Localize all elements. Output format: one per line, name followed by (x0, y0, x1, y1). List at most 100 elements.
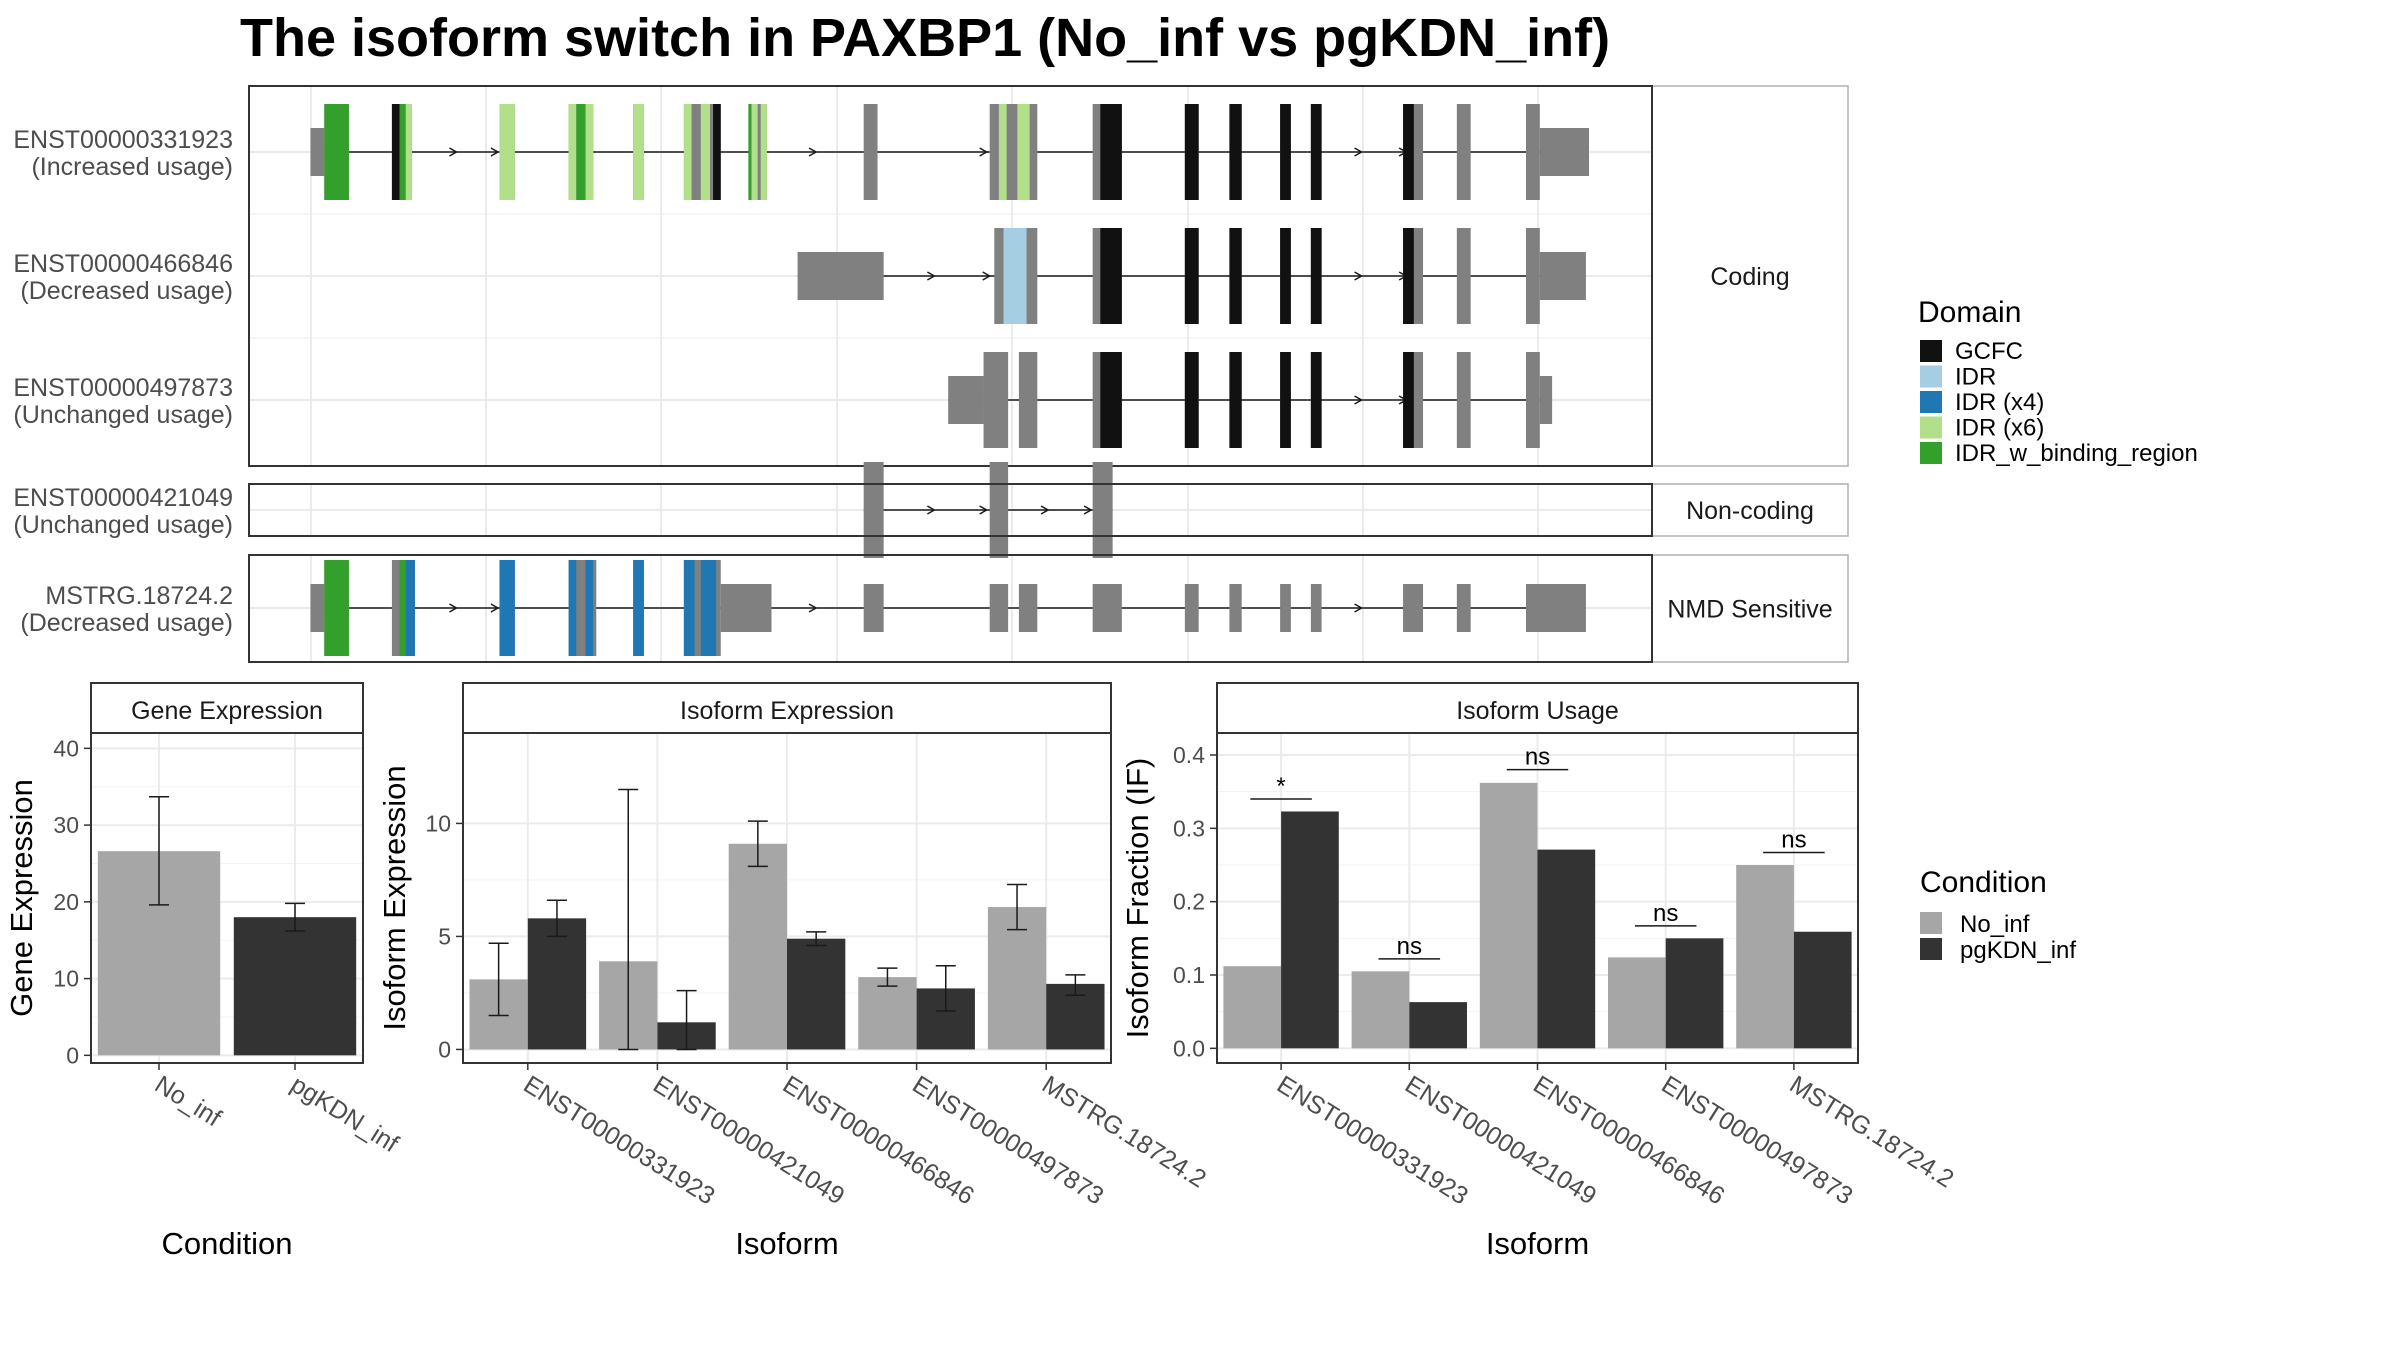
y-tick-label: 5 (438, 923, 451, 949)
utr-exon (720, 584, 772, 632)
transcript-id-label: ENST00000497873 (13, 374, 233, 402)
domain-idr-w-binding-region (324, 104, 349, 200)
y-tick-label: 0 (66, 1042, 79, 1068)
domain-gcfc (1280, 228, 1291, 324)
error-bar (488, 942, 509, 1017)
chart-title: Isoform Usage (1456, 697, 1619, 725)
significance-label: ns (1781, 827, 1806, 854)
direction-arrow (449, 603, 458, 613)
panel-border (248, 85, 1653, 467)
domain-idr-x4- (585, 560, 594, 656)
facet-strip-label: Non-coding (1686, 497, 1814, 525)
coding-exon (1456, 228, 1471, 324)
bar (1223, 966, 1282, 1049)
utr-exon (797, 252, 884, 300)
x-axis-label: Condition (162, 1226, 293, 1261)
direction-arrow (1083, 505, 1093, 515)
error-bar (1007, 883, 1028, 931)
domain-idr-x4- (700, 560, 717, 656)
facet-strip (90, 682, 364, 734)
direction-arrow (926, 271, 936, 281)
direction-arrow (490, 603, 500, 613)
facet-strip-label: Coding (1710, 263, 1789, 291)
y-tick-label: 30 (53, 812, 79, 838)
domain-gcfc (1184, 228, 1199, 324)
y-tick-label: 0.2 (1173, 889, 1205, 915)
transcript-id-label: ENST00000331923 (13, 126, 233, 154)
coding-exon (1092, 462, 1113, 558)
bar (1736, 865, 1794, 1049)
domain-gcfc (1100, 104, 1122, 200)
error-bar (618, 788, 639, 1051)
bar (527, 918, 587, 1050)
bar (858, 977, 917, 1050)
direction-arrow (1354, 603, 1364, 613)
domain-gcfc (1229, 352, 1242, 448)
utr-exon (948, 376, 984, 424)
domain-gcfc (1280, 104, 1291, 200)
transcript-usage-label: (Decreased usage) (20, 277, 233, 305)
coding-exon (1525, 104, 1540, 200)
direction-arrow (979, 147, 989, 157)
coding-exon (863, 462, 884, 558)
y-tick-label: 10 (53, 966, 79, 992)
error-bar (1065, 974, 1086, 996)
legend-label: IDR (x6) (1955, 415, 2044, 442)
facet-strip-label: NMD Sensitive (1667, 596, 1832, 624)
y-tick-label: 0.3 (1173, 815, 1205, 841)
domain-idr-w-binding-region (576, 104, 586, 200)
domain-gcfc (1280, 352, 1291, 448)
transcript-track: ENST00000421049(Unchanged usage) (13, 462, 1113, 558)
bar (1793, 931, 1852, 1049)
y-axis-label: Isoform Fraction (IF) (1120, 758, 1155, 1039)
direction-arrow (1040, 505, 1050, 515)
coding-exon (989, 462, 1009, 558)
utr-exon (1539, 128, 1589, 176)
error-bar (546, 899, 567, 938)
utr-exon (1280, 584, 1291, 632)
utr-exon (310, 128, 325, 176)
domain-gcfc (1310, 228, 1322, 324)
coding-exon (989, 104, 1038, 200)
bar (987, 907, 1047, 1050)
significance-label: ns (1653, 900, 1678, 927)
error-bar (285, 902, 305, 932)
domain-gcfc (713, 104, 721, 200)
coding-exon (1456, 352, 1471, 448)
domain-idr-x4- (405, 560, 415, 656)
domain-idr-w-binding-region (399, 560, 406, 656)
domain-gcfc (1184, 352, 1199, 448)
domain-idr-x6- (585, 104, 594, 200)
error-bar (935, 965, 956, 1012)
domain-gcfc (1310, 104, 1322, 200)
facet-strip (1651, 85, 1849, 467)
utr-exon (1229, 584, 1242, 632)
y-axis-label: Gene Expression (4, 779, 39, 1017)
y-tick-label: 0 (438, 1036, 451, 1062)
panel-border (248, 483, 1653, 537)
direction-arrow (1354, 147, 1364, 157)
x-axis-label: Isoform (735, 1226, 838, 1261)
chart-title: Gene Expression (131, 697, 323, 725)
x-tick-label: pgKDN_inf (286, 1070, 403, 1158)
bar (233, 917, 357, 1056)
domain-idr-w-binding-region (399, 104, 406, 200)
domain-gcfc (1229, 104, 1242, 200)
domain-gcfc (391, 104, 400, 200)
direction-arrow (490, 147, 500, 157)
y-tick-label: 0.0 (1173, 1035, 1205, 1061)
transcript-usage-label: (Decreased usage) (20, 609, 233, 637)
bar (728, 843, 787, 1050)
utr-exon (1539, 376, 1553, 424)
utr-exon (1456, 584, 1471, 632)
error-bar (676, 989, 697, 1051)
domain-idr-x6- (405, 104, 412, 200)
significance-label: ns (1525, 744, 1550, 771)
domain-idr (1003, 228, 1027, 324)
transcript-track: MSTRG.18724.2(Decreased usage) (20, 560, 1586, 656)
domain-idr-x4- (568, 560, 577, 656)
bar (1281, 811, 1339, 1049)
